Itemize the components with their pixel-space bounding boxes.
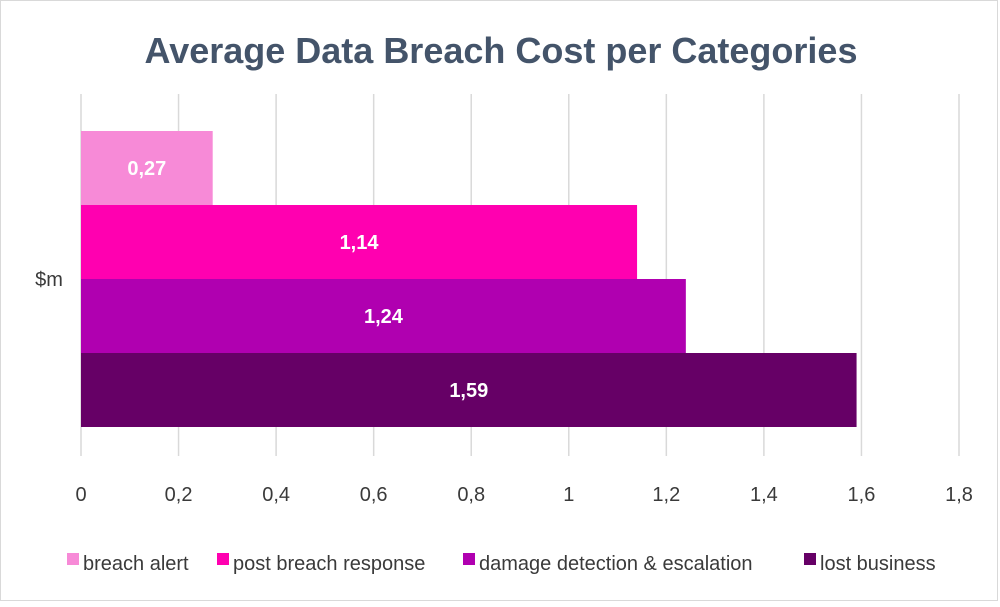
x-tick-label: 1,4 xyxy=(750,484,778,506)
bar xyxy=(81,279,686,353)
bar-value-label: 1,24 xyxy=(364,306,404,328)
legend-swatch xyxy=(804,553,816,565)
bar xyxy=(81,205,638,279)
legend-label: post breach response xyxy=(233,553,425,575)
legend-label: lost business xyxy=(820,553,936,575)
legend-label: breach alert xyxy=(83,553,189,575)
legend-swatch xyxy=(67,553,79,565)
x-tick-label: 0,4 xyxy=(262,484,290,506)
bar xyxy=(81,131,213,205)
bar-value-label: 1,14 xyxy=(340,232,380,254)
bars: 0,27 1,14 1,24 1,59 xyxy=(81,131,857,427)
x-axis-ticks: 0 0,2 0,4 0,6 0,8 1 1,2 1,4 1,6 1,8 xyxy=(75,484,972,506)
bar-value-label: 0,27 xyxy=(127,158,166,180)
x-tick-label: 0,8 xyxy=(457,484,485,506)
legend: breach alert post breach response damage d… xyxy=(67,553,936,575)
x-tick-label: 0 xyxy=(75,484,86,506)
x-tick-label: 1 xyxy=(563,484,574,506)
x-tick-label: 1,8 xyxy=(945,484,973,506)
y-category-label: $m xyxy=(35,269,63,291)
x-tick-label: 0,2 xyxy=(165,484,193,506)
x-tick-label: 1,6 xyxy=(848,484,876,506)
x-tick-label: 0,6 xyxy=(360,484,388,506)
bar xyxy=(81,353,857,427)
legend-swatch xyxy=(463,553,475,565)
bar-value-label: 1,59 xyxy=(449,380,488,402)
legend-label: damage detection & escalation xyxy=(479,553,753,575)
chart-title: Average Data Breach Cost per Categories xyxy=(145,30,858,71)
x-tick-label: 1,2 xyxy=(652,484,680,506)
legend-swatch xyxy=(217,553,229,565)
